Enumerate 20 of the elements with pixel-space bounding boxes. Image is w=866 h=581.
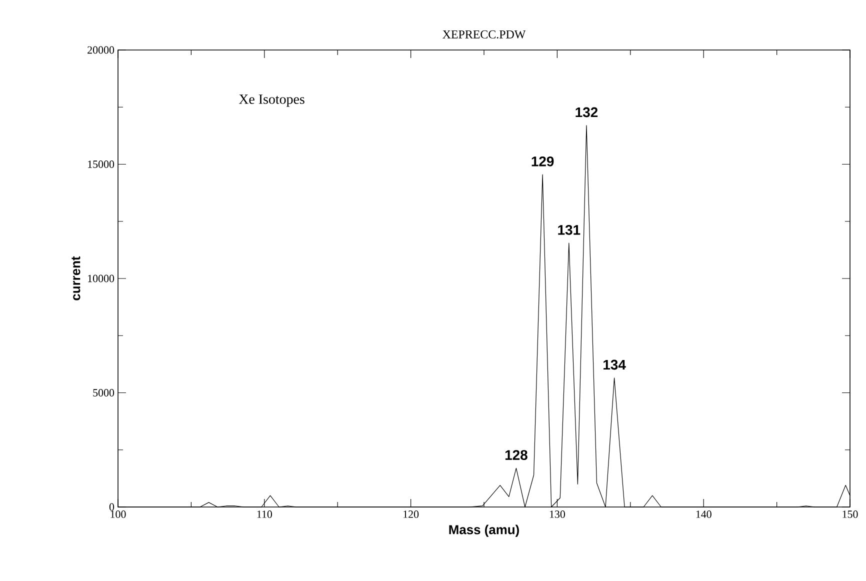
y-axis-title: current [72, 256, 80, 300]
x-tick-label: 110 [257, 510, 272, 518]
y-tick-label: 5000 [93, 389, 114, 396]
annotation: 134 [604, 360, 626, 370]
x-tick-label: 120 [404, 510, 419, 518]
chart-title: XEPRECC.PDW [442, 30, 526, 39]
annotation: 128 [505, 450, 528, 460]
y-tick-label: 10000 [88, 274, 114, 282]
x-axis-title: Mass (amu) [449, 524, 519, 537]
y-tick-label: 20000 [88, 46, 114, 54]
annotation: 131 [558, 224, 580, 235]
annotation: 129 [532, 156, 554, 166]
y-tick-label: 15000 [88, 160, 114, 168]
y-tick-label: 0 [109, 503, 114, 511]
x-tick-label: 150 [842, 510, 858, 518]
x-tick-label: 100 [110, 510, 126, 518]
annotation: Xe Isotopes [238, 94, 304, 107]
x-tick-label: 140 [696, 510, 712, 518]
x-tick-label: 130 [550, 510, 566, 518]
annotation: 132 [576, 107, 598, 118]
